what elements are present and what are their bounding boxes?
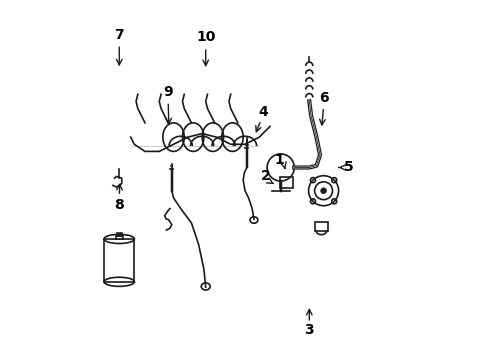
- Text: 8: 8: [114, 198, 124, 212]
- Bar: [117, 233, 122, 235]
- Bar: [280, 177, 293, 188]
- Circle shape: [321, 188, 326, 194]
- Text: 1: 1: [274, 153, 284, 167]
- Text: 7: 7: [115, 28, 124, 42]
- Text: 3: 3: [304, 323, 314, 337]
- Text: 5: 5: [343, 161, 353, 175]
- Text: 6: 6: [319, 91, 328, 105]
- Bar: [315, 222, 328, 231]
- Text: 4: 4: [258, 105, 268, 119]
- Bar: [104, 239, 134, 282]
- Bar: [116, 235, 123, 239]
- Text: 2: 2: [261, 170, 270, 184]
- Text: 10: 10: [196, 30, 216, 44]
- Text: 9: 9: [163, 85, 173, 99]
